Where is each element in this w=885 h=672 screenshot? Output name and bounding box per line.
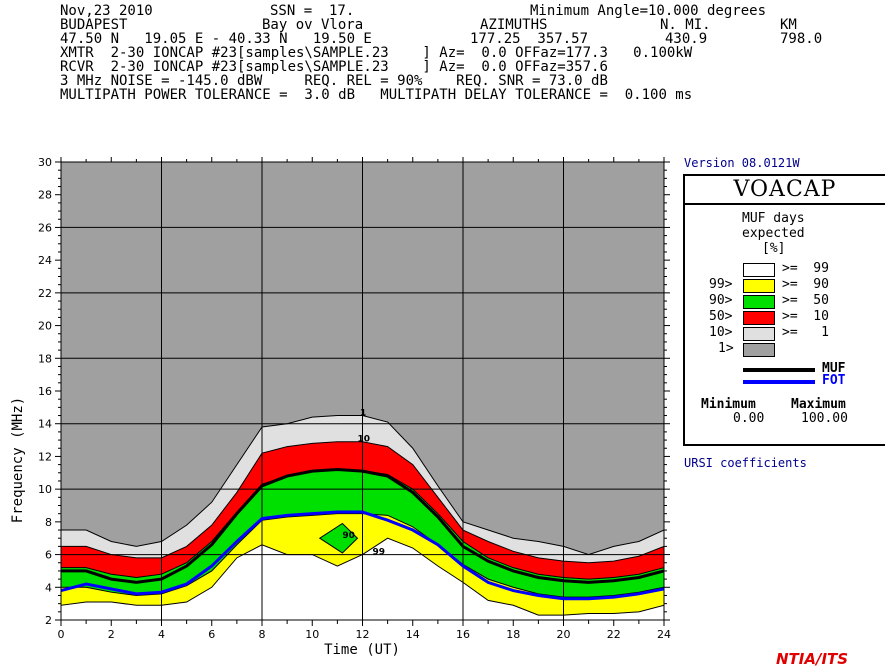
azimuths-label: AZIMUTHS (480, 17, 548, 33)
x-tick-label: 8 (259, 628, 266, 641)
contour-label: 10 (357, 435, 370, 445)
y-tick-label: 8 (45, 516, 52, 529)
legend-heading-2: expected (742, 226, 805, 241)
contour-label: 99 (373, 548, 386, 558)
y-tick-label: 2 (45, 614, 52, 627)
legend-swatch (743, 295, 775, 309)
y-tick-label: 22 (38, 287, 52, 300)
legend-row-right: >= 90 (782, 277, 829, 292)
x-tick-label: 6 (208, 628, 215, 641)
ursi-label: URSI coefficients (684, 456, 807, 470)
ssn-text: SSN = 17. (270, 3, 355, 19)
x-tick-label: 20 (557, 628, 571, 641)
legend-row-right: >= 10 (782, 309, 829, 324)
contour-island (318, 522, 359, 554)
km-value: 798.0 (780, 31, 823, 47)
legend-row-right: >= 99 (782, 261, 829, 276)
legend-swatch (743, 311, 775, 325)
chart-grid (61, 162, 664, 620)
chart-axes: 0 2 4 6 8 10 12 14 16 18 20 22 242468101214161820222… (38, 156, 671, 641)
multipath-text: MULTIPATH POWER TOLERANCE = 3.0 dB MULTI… (60, 87, 693, 103)
muf-line (61, 468, 665, 584)
legend-swatch (743, 279, 775, 293)
legend-heading-3: [%] (762, 241, 786, 256)
legend-title: VOACAP (685, 176, 885, 205)
nmi-label: N. MI. (660, 17, 711, 33)
min-angle-text: Minimum Angle=10.000 degrees (530, 3, 767, 19)
max-value: 100.00 (801, 411, 848, 426)
coords-text: 47.50 N 19.05 E - 40.33 N 19.50 E (60, 31, 372, 47)
nmi-value: 430.9 (665, 31, 708, 47)
legend-row-left: 10> (709, 325, 733, 340)
legend-row-left: 50> (709, 309, 733, 324)
y-tick-label: 20 (38, 320, 52, 333)
legend-swatch (743, 263, 775, 277)
min-label: Minimum (701, 397, 756, 412)
y-tick-label: 10 (38, 483, 52, 496)
y-tick-label: 4 (45, 581, 52, 594)
y-tick-label: 12 (38, 450, 52, 463)
x-tick-label: 2 (108, 628, 115, 641)
y-tick-label: 6 (45, 549, 52, 562)
x-tick-label: 16 (456, 628, 470, 641)
fot-line-swatch (743, 380, 815, 384)
legend: VOACAP MUF days expected [%] >= 99 99> >= … (683, 174, 885, 446)
legend-row-right: >= 50 (782, 293, 829, 308)
fot-label: FOT (822, 373, 846, 388)
azimuth-values: 177.25 357.57 (470, 31, 589, 47)
y-tick-label: 30 (38, 156, 52, 169)
x-tick-label: 0 (58, 628, 65, 641)
ntia-its-credit: NTIA/ITS (776, 650, 849, 668)
noise-text: 3 MHz NOISE = -145.0 dBW REQ. REL = 90% … (60, 73, 608, 89)
legend-swatch (743, 327, 775, 341)
xmtr-text: XMTR 2-30 IONCAP #23[samples\SAMPLE.23 ]… (60, 45, 693, 61)
rcvr-text: RCVR 2-30 IONCAP #23[samples\SAMPLE.23 ]… (60, 59, 608, 75)
max-label: Maximum (791, 397, 846, 412)
version-label: Version 08.0121W (684, 156, 800, 170)
x-tick-label: 24 (657, 628, 671, 641)
rx-site: Bay ov Vlora (262, 17, 364, 33)
legend-swatch (743, 343, 775, 357)
x-tick-label: 10 (305, 628, 319, 641)
muf-line-swatch (743, 368, 815, 372)
muf-label: MUF (822, 361, 846, 376)
x-tick-label: 14 (406, 628, 420, 641)
min-value: 0.00 (733, 411, 765, 426)
x-tick-label: 4 (158, 628, 165, 641)
legend-heading-1: MUF days (742, 211, 805, 226)
x-axis-label: Time (UT) (324, 642, 400, 658)
x-tick-label: 18 (506, 628, 520, 641)
y-tick-label: 26 (38, 221, 52, 234)
y-tick-label: 18 (38, 352, 52, 365)
legend-row-left: 1> (718, 341, 734, 356)
x-tick-label: 12 (356, 628, 370, 641)
legend-row-left: 99> (709, 277, 733, 292)
legend-row-left: 90> (709, 293, 733, 308)
y-tick-label: 28 (38, 189, 52, 202)
legend-row-right: >= 1 (782, 325, 829, 340)
contour-label: 90 (342, 531, 355, 541)
x-tick-label: 22 (607, 628, 621, 641)
y-tick-label: 16 (38, 385, 52, 398)
contour-label: 1 (360, 409, 366, 419)
date-text: Nov,23 2010 (60, 3, 153, 19)
header: Nov,23 2010 SSN = 17. Minimum Angle=10.0… (0, 0, 885, 110)
y-tick-label: 24 (38, 254, 52, 267)
km-label: KM (780, 17, 797, 33)
tx-site: BUDAPEST (60, 17, 128, 33)
y-axis-label: Frequency (MHz) (10, 397, 26, 523)
chart-lines: 1 10 90 99 (60, 409, 665, 601)
fot-line (60, 510, 665, 601)
y-tick-label: 14 (38, 418, 52, 431)
